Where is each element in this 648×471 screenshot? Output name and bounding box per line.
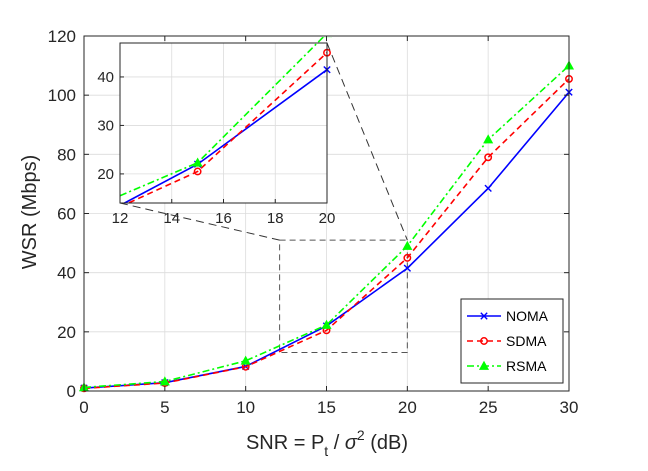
x-axis-title: SNR = Pt / σ2 (dB) <box>246 427 408 459</box>
main-ticks: 0 5 10 15 20 25 30 0 20 40 60 80 100 120 <box>48 27 579 417</box>
x-tick-label: 30 <box>560 398 579 417</box>
y-tick-label: 40 <box>57 264 76 283</box>
rsma-point <box>159 376 170 386</box>
zoom-connector-left <box>119 202 280 241</box>
zoom-region-rect <box>279 239 408 354</box>
y-tick-label: 0 <box>67 382 76 401</box>
rsma-point <box>402 240 413 250</box>
sdma-point <box>403 253 412 262</box>
inset-x-tick-label: 16 <box>215 210 232 227</box>
x-tick-label: 5 <box>160 398 169 417</box>
y-tick-label: 60 <box>57 205 76 224</box>
noma-point <box>484 184 492 193</box>
y-axis-title: WSR (Mbps) <box>19 155 41 269</box>
legend-marker-rsma <box>478 360 490 370</box>
y-tick-label: 80 <box>57 145 76 164</box>
legend-label-rsma: RSMA <box>506 358 547 374</box>
main-series <box>78 60 575 393</box>
x-tick-label: 20 <box>398 398 417 417</box>
inset-sdma-point <box>193 167 202 176</box>
legend-item-noma: NOMA <box>467 308 549 324</box>
inset-rsma-point <box>192 157 203 167</box>
legend-label-noma: NOMA <box>506 308 549 324</box>
x-tick-label: 0 <box>79 398 88 417</box>
legend-marker-noma <box>480 312 488 320</box>
inset-ticks: 12 14 16 18 20 20 30 40 <box>97 69 335 227</box>
inset-zoom-plot: 12 14 16 18 20 20 30 40 <box>97 37 335 227</box>
legend-marker-sdma <box>480 337 488 345</box>
inset-x-tick-label: 12 <box>112 210 129 227</box>
rsma-point <box>240 355 251 365</box>
inset-y-tick-label: 40 <box>97 69 114 86</box>
y-tick-label: 100 <box>48 86 76 105</box>
inset-rsma-line <box>120 37 325 197</box>
inset-y-tick-label: 20 <box>97 166 114 183</box>
legend-item-rsma: RSMA <box>467 358 547 374</box>
inset-x-tick-label: 20 <box>319 210 336 227</box>
rsma-point <box>321 319 332 329</box>
inset-x-tick-label: 14 <box>163 210 180 227</box>
x-tick-label: 25 <box>479 398 498 417</box>
legend-label-sdma: SDMA <box>506 333 547 349</box>
inset-sdma-line <box>126 52 328 203</box>
inset-x-tick-label: 18 <box>267 210 284 227</box>
x-tick-label: 10 <box>236 398 255 417</box>
zoom-box <box>119 42 408 354</box>
noma-point-stroke-b <box>403 264 412 272</box>
zoom-connector-right <box>326 42 408 241</box>
y-tick-label: 20 <box>57 323 76 342</box>
y-tick-label: 120 <box>48 27 76 46</box>
noma-point-stroke-b <box>484 184 492 193</box>
legend-item-sdma: SDMA <box>467 333 547 349</box>
legend-marker-noma-stroke-b <box>480 312 488 320</box>
noma-point <box>403 264 412 272</box>
sdma-point <box>484 153 493 162</box>
inset-y-tick-label: 30 <box>97 117 114 134</box>
legend: NOMA SDMA RSMA <box>460 298 564 384</box>
x-tick-label: 15 <box>317 398 336 417</box>
rsma-point <box>483 134 494 144</box>
